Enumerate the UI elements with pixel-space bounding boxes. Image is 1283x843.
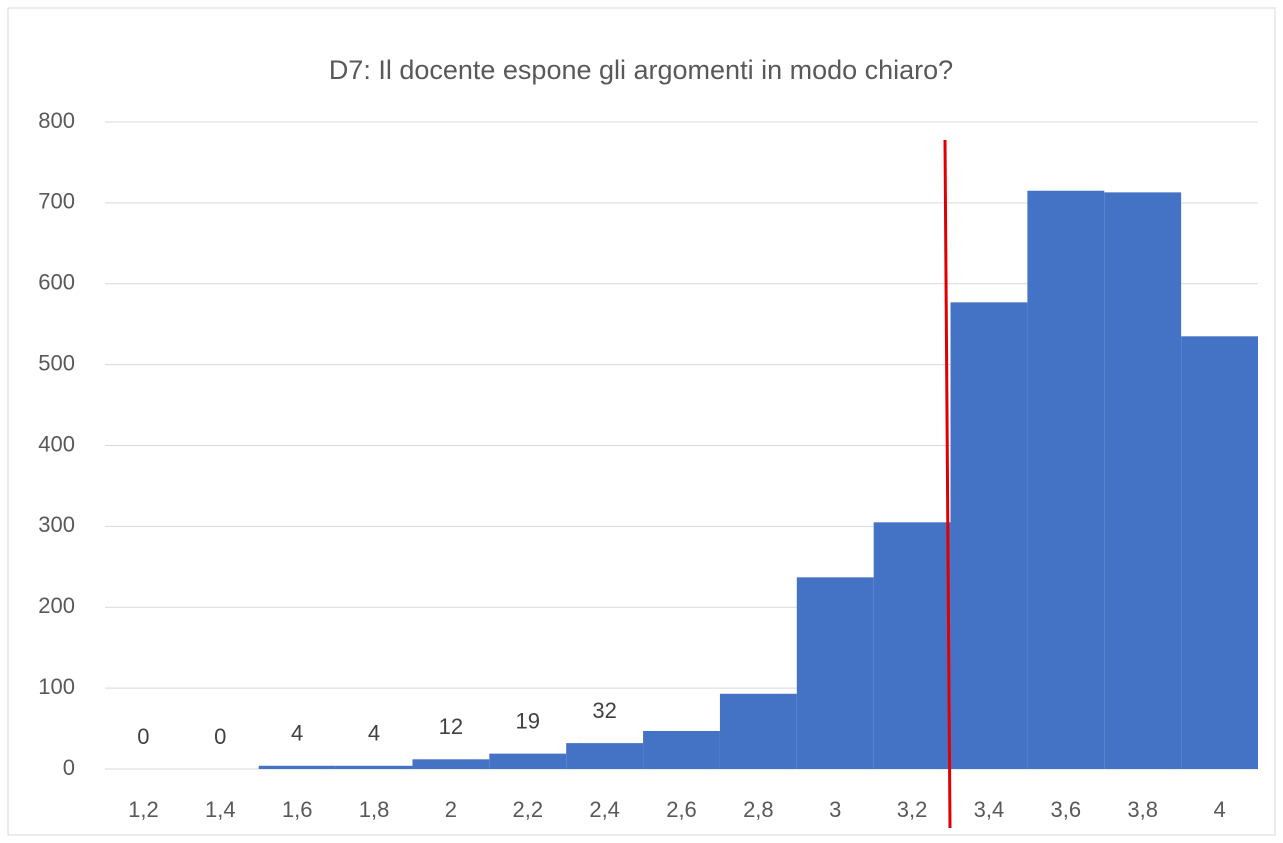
bar [873,522,951,769]
data-label: 4 [368,721,380,746]
y-tick-label: 200 [38,593,75,618]
data-label: 19 [516,708,540,733]
x-tick-label: 2,2 [512,797,543,822]
bar [1104,192,1182,769]
x-tick-label: 1,4 [205,797,236,822]
y-tick-label: 300 [38,512,75,537]
x-tick-label: 1,2 [128,797,159,822]
y-tick-label: 0 [63,755,75,780]
bar [1181,336,1258,769]
bar [489,753,567,769]
x-tick-label: 2,4 [589,797,620,822]
data-label: 0 [214,724,226,749]
x-tick-label: 1,8 [359,797,390,822]
data-label: 32 [592,698,616,723]
bar [412,759,490,769]
x-tick-label: 2,8 [743,797,774,822]
bar [258,765,336,769]
x-tick-label: 1,6 [282,797,313,822]
x-tick-label: 3,4 [974,797,1005,822]
y-tick-label: 600 [38,270,75,295]
y-tick-label: 500 [38,350,75,375]
threshold-line [943,139,952,829]
data-label: 4 [291,721,303,746]
bar [643,730,720,769]
y-tick-label: 100 [38,674,75,699]
x-tick-label: 3,6 [1051,797,1082,822]
data-label: 0 [137,724,149,749]
bar [719,693,797,769]
bar [566,743,644,769]
bar [950,302,1028,769]
bar [796,577,874,769]
data-label: 12 [439,714,463,739]
plot-area: 0 100 200 300 400 500 600 700 800 1,2 0 1,4 0 1,6 4 1,8… [38,108,1258,822]
x-tick-label: 2 [445,797,457,822]
chart-title: D7: Il docente espone gli argomenti in m… [329,55,953,85]
y-tick-label: 400 [38,431,75,456]
x-tick-label: 3,2 [897,797,928,822]
y-tick-label: 800 [38,108,75,133]
x-tick-label: 3,8 [1127,797,1158,822]
y-tick-label: 700 [38,189,75,214]
bar [1027,190,1105,769]
bar [335,765,413,769]
x-tick-label: 2,6 [666,797,697,822]
x-tick-label: 4 [1213,797,1225,822]
x-tick-label: 3 [829,797,841,822]
